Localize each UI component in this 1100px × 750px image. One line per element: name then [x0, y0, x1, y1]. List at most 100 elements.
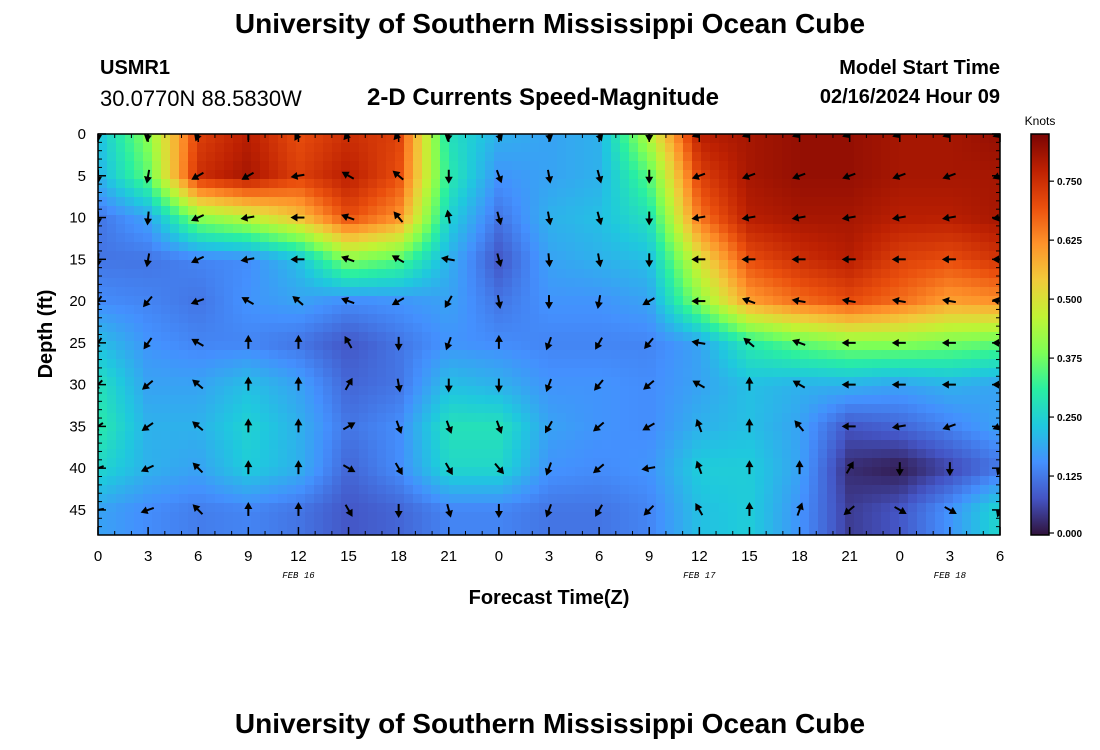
heatmap-cell: [629, 431, 639, 441]
heatmap-cell: [260, 287, 270, 297]
heatmap-cell: [584, 368, 594, 378]
heatmap-cell: [863, 134, 873, 144]
heatmap-cell: [989, 377, 999, 387]
heatmap-cell: [557, 530, 567, 535]
heatmap-cell: [989, 242, 999, 252]
heatmap-cell: [431, 467, 441, 477]
current-arrow: [942, 422, 956, 431]
heatmap-cell: [989, 161, 999, 171]
heatmap-cell: [422, 143, 432, 153]
heatmap-cell: [503, 341, 513, 351]
heatmap-cell: [962, 512, 972, 522]
heatmap-cell: [638, 188, 648, 198]
heatmap-cell: [197, 386, 207, 396]
heatmap-cell: [404, 530, 414, 535]
heatmap-cell: [638, 368, 648, 378]
heatmap-cell: [134, 323, 144, 333]
heatmap-cell: [755, 134, 765, 144]
heatmap-cell: [962, 260, 972, 270]
heatmap-cell: [332, 143, 342, 153]
heatmap-cell: [476, 467, 486, 477]
heatmap-cell: [566, 485, 576, 495]
heatmap-cell: [395, 305, 405, 315]
heatmap-cell: [890, 341, 900, 351]
heatmap-cell: [125, 206, 135, 216]
heatmap-cell: [485, 440, 495, 450]
heatmap-cell: [764, 260, 774, 270]
heatmap-cell: [836, 476, 846, 486]
heatmap-cell: [944, 170, 954, 180]
heatmap-cell: [584, 215, 594, 225]
heatmap-cell: [584, 242, 594, 252]
heatmap-cell: [791, 359, 801, 369]
y-tick-label: 30: [69, 377, 86, 394]
heatmap-cell: [818, 440, 828, 450]
heatmap-cell: [179, 341, 189, 351]
heatmap-cell: [116, 458, 126, 468]
heatmap-cell: [917, 143, 927, 153]
heatmap-cell: [863, 494, 873, 504]
current-arrow: [691, 338, 706, 347]
heatmap-cell: [773, 197, 783, 207]
heatmap-cell: [305, 161, 315, 171]
heatmap-cell: [728, 305, 738, 315]
heatmap-cell: [926, 278, 936, 288]
heatmap-cell: [260, 449, 270, 459]
heatmap-cell: [269, 521, 279, 531]
heatmap-cell: [908, 449, 918, 459]
heatmap-cell: [836, 386, 846, 396]
heatmap-cell: [341, 386, 351, 396]
heatmap-cell: [881, 269, 891, 279]
heatmap-cell: [953, 305, 963, 315]
heatmap-cell: [260, 521, 270, 531]
heatmap-cell: [305, 296, 315, 306]
heatmap-cell: [980, 278, 990, 288]
heatmap-cell: [647, 323, 657, 333]
heatmap-cell: [494, 188, 504, 198]
heatmap-cell: [980, 206, 990, 216]
heatmap-cell: [233, 197, 243, 207]
heatmap-cell: [665, 494, 675, 504]
heatmap-cell: [161, 323, 171, 333]
heatmap-cell: [170, 413, 180, 423]
heatmap-cell: [98, 134, 108, 144]
colorbar-tick-label: 0.500: [1057, 295, 1082, 306]
heatmap-cell: [359, 143, 369, 153]
heatmap-cell: [404, 458, 414, 468]
heatmap-cell: [314, 503, 324, 513]
heatmap-cell: [305, 413, 315, 423]
heatmap-cell: [638, 422, 648, 432]
heatmap-cell: [359, 359, 369, 369]
heatmap-cell: [197, 251, 207, 261]
heatmap-cell: [539, 359, 549, 369]
heatmap-cell: [566, 242, 576, 252]
heatmap-cell: [881, 386, 891, 396]
heatmap-cell: [674, 224, 684, 234]
heatmap-cell: [998, 143, 1000, 153]
heatmap-cell: [719, 215, 729, 225]
heatmap-cell: [728, 296, 738, 306]
heatmap-cell: [359, 188, 369, 198]
heatmap-cell: [800, 242, 810, 252]
heatmap-cell: [404, 386, 414, 396]
heatmap-cell: [98, 314, 108, 324]
heatmap-cell: [287, 197, 297, 207]
heatmap-cell: [737, 350, 747, 360]
heatmap-cell: [728, 323, 738, 333]
heatmap-cell: [278, 530, 288, 535]
heatmap-cell: [152, 386, 162, 396]
heatmap-cell: [998, 530, 1000, 535]
heatmap-cell: [278, 350, 288, 360]
heatmap-cell: [656, 314, 666, 324]
heatmap-cell: [116, 341, 126, 351]
heatmap-cell: [953, 251, 963, 261]
heatmap-cell: [620, 404, 630, 414]
heatmap-cell: [971, 413, 981, 423]
heatmap-cell: [683, 368, 693, 378]
heatmap-cell: [395, 197, 405, 207]
heatmap-cell: [548, 530, 558, 535]
heatmap-cell: [557, 188, 567, 198]
heatmap-cell: [647, 296, 657, 306]
heatmap-cell: [899, 305, 909, 315]
heatmap-cell: [323, 197, 333, 207]
